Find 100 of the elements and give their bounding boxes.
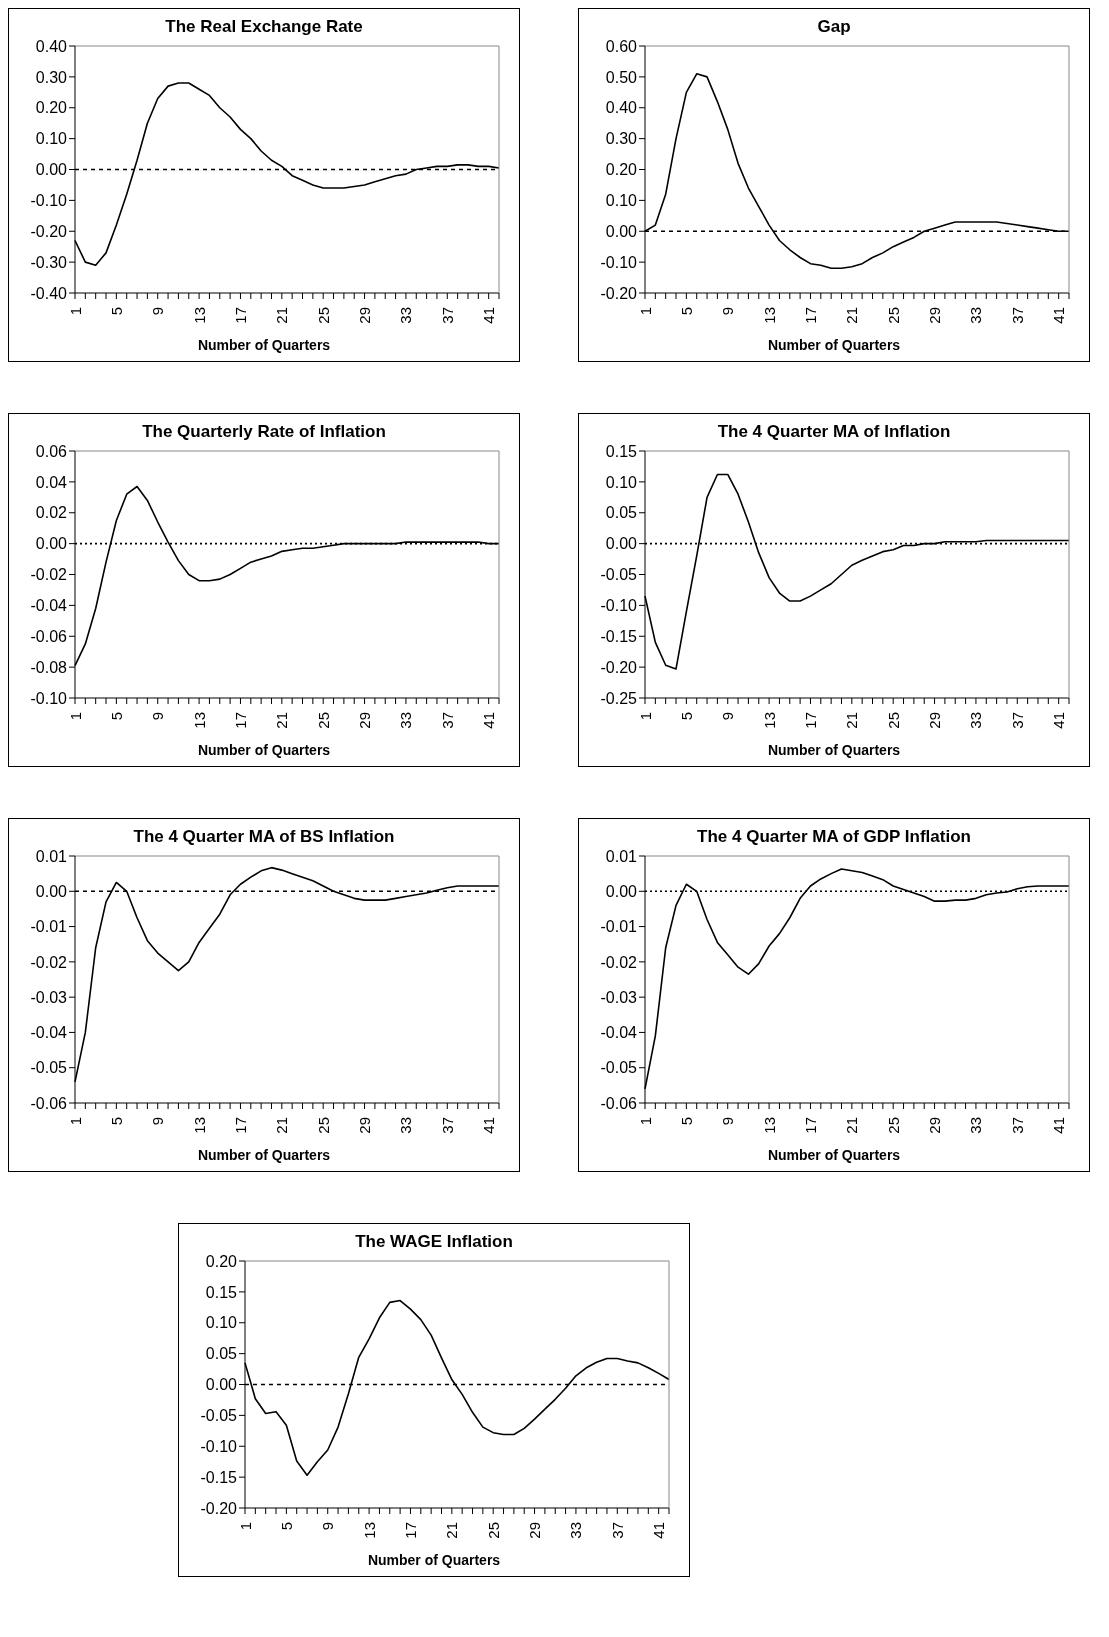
chart-title: Gap — [816, 17, 852, 37]
x-tick-label: 21 — [443, 1522, 461, 1539]
chart-title: The 4 Quarter MA of BS Inflation — [132, 827, 396, 847]
x-tick-label: 5 — [107, 712, 125, 721]
y-tick-label: 0.00 — [605, 882, 638, 900]
x-tick-label: 33 — [967, 712, 985, 729]
y-tick-label: 0.00 — [205, 1376, 238, 1394]
y-tick-label: 0.10 — [205, 1314, 238, 1332]
x-tick-label: 1 — [636, 712, 654, 721]
x-tick-label: 33 — [967, 307, 985, 324]
x-tick-label: 1 — [66, 712, 84, 721]
x-tick-label: 25 — [884, 1117, 902, 1134]
x-tick-label: 13 — [190, 712, 208, 729]
x-tick-label: 29 — [926, 712, 944, 729]
x-tick-label: 1 — [636, 1117, 654, 1126]
y-tick-label: 0.30 — [605, 130, 638, 148]
x-tick-label: 37 — [438, 1117, 456, 1134]
y-tick-label: -0.06 — [30, 1094, 68, 1112]
y-tick-label: 0.00 — [605, 535, 638, 553]
y-tick-label: -0.05 — [30, 1059, 68, 1077]
x-tick-label: 5 — [677, 307, 695, 316]
x-tick-label: 21 — [273, 307, 291, 324]
chart-title: The 4 Quarter MA of Inflation — [716, 422, 952, 442]
y-tick-label: 0.01 — [35, 847, 68, 865]
x-tick-label: 9 — [719, 712, 737, 721]
x-axis-title: Number of Quarters — [196, 742, 332, 758]
x-tick-label: 1 — [636, 307, 654, 316]
x-tick-label: 41 — [480, 712, 498, 729]
x-tick-label: 33 — [397, 712, 415, 729]
y-tick-label: -0.25 — [600, 689, 638, 707]
y-tick-label: 0.40 — [35, 37, 68, 55]
y-tick-label: 0.15 — [605, 442, 638, 460]
x-axis-title: Number of Quarters — [196, 1147, 332, 1163]
y-tick-label: -0.10 — [600, 597, 638, 615]
y-tick-label: 0.10 — [35, 130, 68, 148]
y-tick-label: 0.01 — [605, 847, 638, 865]
x-tick-label: 13 — [190, 307, 208, 324]
x-tick-label: 13 — [760, 712, 778, 729]
y-tick-label: 0.60 — [605, 37, 638, 55]
x-axis-title: Number of Quarters — [766, 1147, 902, 1163]
y-tick-label: 0.00 — [35, 535, 68, 553]
x-tick-label: 9 — [149, 712, 167, 721]
x-tick-label: 25 — [884, 307, 902, 324]
y-tick-label: -0.30 — [30, 253, 68, 271]
y-tick-label: -0.05 — [600, 566, 638, 584]
x-tick-label: 41 — [650, 1522, 668, 1539]
y-tick-label: 0.10 — [605, 192, 638, 210]
x-tick-label: 41 — [1050, 307, 1068, 324]
x-tick-label: 5 — [677, 1117, 695, 1126]
x-tick-label: 9 — [319, 1522, 337, 1531]
x-tick-label: 41 — [1050, 1117, 1068, 1134]
y-tick-label: 0.05 — [205, 1345, 238, 1363]
y-tick-label: -0.20 — [600, 284, 638, 302]
x-tick-label: 33 — [967, 1117, 985, 1134]
x-tick-label: 29 — [926, 307, 944, 324]
y-tick-label: -0.06 — [600, 1094, 638, 1112]
y-tick-label: 0.05 — [605, 504, 638, 522]
x-tick-label: 33 — [567, 1522, 585, 1539]
x-tick-label: 37 — [1008, 307, 1026, 324]
y-tick-label: -0.03 — [600, 988, 638, 1006]
x-tick-label: 41 — [480, 307, 498, 324]
y-tick-label: 0.20 — [35, 99, 68, 117]
x-tick-label: 29 — [356, 712, 374, 729]
x-axis-title: Number of Quarters — [766, 742, 902, 758]
x-tick-label: 37 — [438, 712, 456, 729]
x-tick-label: 21 — [843, 307, 861, 324]
chart-title: The 4 Quarter MA of GDP Inflation — [696, 827, 972, 847]
x-tick-label: 5 — [277, 1522, 295, 1531]
y-tick-label: 0.00 — [605, 222, 638, 240]
x-tick-label: 21 — [843, 1117, 861, 1134]
x-tick-label: 9 — [149, 1117, 167, 1126]
y-tick-label: 0.00 — [35, 161, 68, 179]
x-tick-label: 17 — [801, 1117, 819, 1134]
x-tick-label: 21 — [273, 1117, 291, 1134]
x-tick-label: 1 — [236, 1522, 254, 1531]
x-tick-label: 41 — [480, 1117, 498, 1134]
x-tick-label: 25 — [314, 712, 332, 729]
y-tick-label: -0.15 — [200, 1468, 238, 1486]
y-tick-label: -0.10 — [30, 192, 68, 210]
x-tick-label: 37 — [608, 1522, 626, 1539]
y-tick-label: -0.02 — [30, 566, 68, 584]
y-tick-label: -0.02 — [30, 953, 68, 971]
x-tick-label: 13 — [760, 1117, 778, 1134]
x-tick-label: 33 — [397, 307, 415, 324]
x-tick-label: 29 — [356, 307, 374, 324]
y-tick-label: 0.02 — [35, 504, 68, 522]
x-tick-label: 5 — [107, 1117, 125, 1126]
x-tick-label: 9 — [719, 307, 737, 316]
x-tick-label: 17 — [231, 307, 249, 324]
chart-title: The WAGE Inflation — [354, 1232, 514, 1252]
y-tick-label: -0.10 — [200, 1437, 238, 1455]
y-tick-label: -0.20 — [600, 658, 638, 676]
x-tick-label: 37 — [438, 307, 456, 324]
x-tick-label: 25 — [484, 1522, 502, 1539]
y-tick-label: -0.10 — [30, 689, 68, 707]
x-tick-label: 29 — [926, 1117, 944, 1134]
x-tick-label: 29 — [356, 1117, 374, 1134]
y-tick-label: -0.08 — [30, 658, 68, 676]
x-tick-label: 1 — [66, 307, 84, 316]
y-tick-label: -0.04 — [30, 597, 68, 615]
